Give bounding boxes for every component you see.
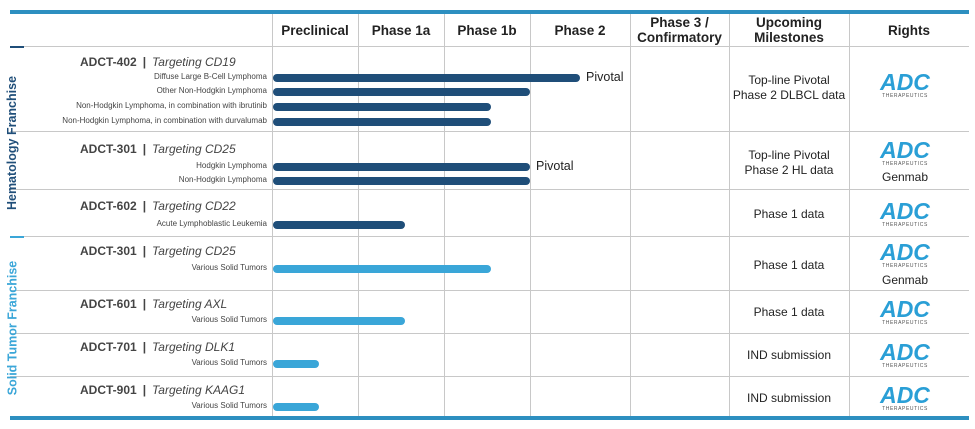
adc-therapeutics-logo: ADC THERAPEUTICS <box>880 198 930 229</box>
indication-label: Various Solid Tumors <box>191 358 267 367</box>
bar-label: Pivotal <box>586 70 624 84</box>
indication-label: Non-Hodgkin Lymphoma, in combination wit… <box>76 101 267 110</box>
row-divider <box>10 236 969 237</box>
program-title: ADCT-402 | Targeting CD19 <box>80 55 236 69</box>
indication-label: Various Solid Tumors <box>191 401 267 410</box>
adc-therapeutics-logo: ADC THERAPEUTICS <box>880 69 930 100</box>
program-title: ADCT-602 | Targeting CD22 <box>80 199 236 213</box>
adc-therapeutics-logo: ADC THERAPEUTICS <box>880 296 930 327</box>
col-divider <box>272 14 273 416</box>
adc-therapeutics-logo: ADC THERAPEUTICS <box>880 137 930 168</box>
row-divider <box>10 333 969 334</box>
pipeline-bar <box>273 88 530 96</box>
col-divider <box>849 14 850 416</box>
milestone-text: Top-line Pivotal Phase 2 DLBCL data <box>732 73 846 102</box>
header-phase1b: Phase 1b <box>457 22 517 38</box>
row-divider <box>10 131 969 132</box>
row-divider <box>10 376 969 377</box>
program-title: ADCT-301 | Targeting CD25 <box>80 142 236 156</box>
pipeline-bar <box>273 177 530 185</box>
adc-therapeutics-logo: ADC THERAPEUTICS <box>880 239 930 270</box>
pipeline-bar <box>273 163 530 171</box>
col-divider <box>729 14 730 416</box>
indication-label: Various Solid Tumors <box>191 315 267 324</box>
pipeline-bar <box>273 74 580 82</box>
adc-therapeutics-logo: ADC THERAPEUTICS <box>880 382 930 413</box>
header-phase1a: Phase 1a <box>371 22 431 38</box>
col-divider <box>358 14 359 416</box>
solid-franchise-label: Solid Tumor Franchise <box>5 260 20 396</box>
indication-label: Non-Hodgkin Lymphoma, in combination wit… <box>62 116 267 125</box>
pipeline-bar <box>273 265 492 273</box>
milestone-text: Phase 1 data <box>753 207 825 221</box>
row-divider <box>10 290 969 291</box>
partner-name: Genmab <box>881 170 929 184</box>
indication-label: Acute Lymphoblastic Leukemia <box>156 219 267 228</box>
indication-label: Other Non-Hodgkin Lymphoma <box>156 86 267 95</box>
row-divider <box>10 46 969 47</box>
header-milestones: Upcoming Milestones <box>754 15 824 45</box>
pipeline-bar <box>273 317 406 325</box>
row-divider <box>10 189 969 190</box>
indication-label: Hodgkin Lymphoma <box>196 161 267 170</box>
header-phase2: Phase 2 <box>554 22 606 38</box>
pipeline-bar <box>273 403 320 411</box>
pipeline-bar <box>273 103 492 111</box>
program-title: ADCT-301 | Targeting CD25 <box>80 244 236 258</box>
col-divider <box>530 14 531 416</box>
milestone-text: Phase 1 data <box>753 305 825 319</box>
milestone-text: IND submission <box>746 348 832 362</box>
solid-accent <box>10 236 24 238</box>
header-phase3: Phase 3 / Confirmatory <box>637 15 722 45</box>
pipeline-bar <box>273 118 492 126</box>
bottom-rule <box>10 416 969 420</box>
col-divider <box>630 14 631 416</box>
hematology-accent <box>10 46 24 48</box>
top-rule <box>10 10 969 14</box>
milestone-text: IND submission <box>746 391 832 405</box>
pipeline-bar <box>273 221 406 229</box>
adc-therapeutics-logo: ADC THERAPEUTICS <box>880 339 930 370</box>
col-divider <box>444 14 445 416</box>
indication-label: Diffuse Large B-Cell Lymphoma <box>154 72 267 81</box>
program-title: ADCT-901 | Targeting KAAG1 <box>80 383 245 397</box>
program-title: ADCT-701 | Targeting DLK1 <box>80 340 235 354</box>
bar-label: Pivotal <box>536 159 574 173</box>
header-preclinical: Preclinical <box>281 22 349 38</box>
header-rights: Rights <box>888 22 930 38</box>
milestone-text: Top-line Pivotal Phase 2 HL data <box>744 148 834 177</box>
partner-name: Genmab <box>881 273 929 287</box>
milestone-text: Phase 1 data <box>753 258 825 272</box>
program-title: ADCT-601 | Targeting AXL <box>80 297 228 311</box>
hematology-franchise-label: Hematology Franchise <box>5 75 20 211</box>
indication-label: Various Solid Tumors <box>191 263 267 272</box>
pipeline-bar <box>273 360 320 368</box>
indication-label: Non-Hodgkin Lymphoma <box>178 175 267 184</box>
